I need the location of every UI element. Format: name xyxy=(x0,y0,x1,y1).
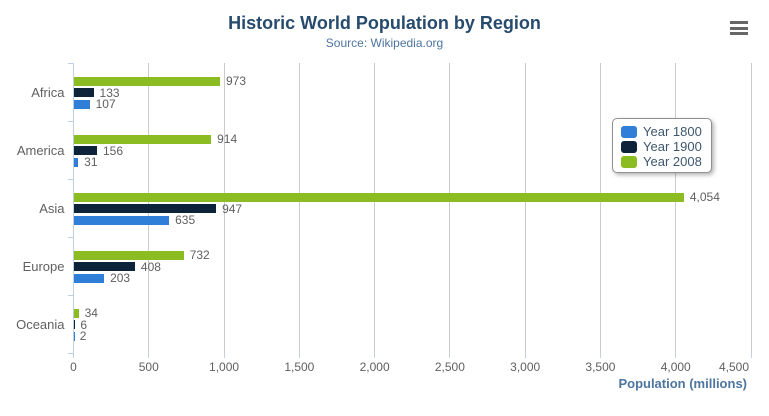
legend-item-label: Year 1900 xyxy=(643,139,702,154)
bar-value-label: 914 xyxy=(217,132,238,146)
category-label: Europe xyxy=(22,259,65,274)
x-tick-label: 0 xyxy=(70,360,77,374)
category-axis-tick xyxy=(67,120,74,122)
legend-item[interactable]: Year 1900 xyxy=(621,139,703,154)
value-axis-tick xyxy=(524,353,526,358)
bar-america-year-1900[interactable] xyxy=(73,146,97,155)
bar-value-label: 107 xyxy=(95,97,116,111)
chart-title: Historic World Population by Region xyxy=(228,13,541,33)
bar-asia-year-1800[interactable] xyxy=(73,215,170,225)
category-label: Oceania xyxy=(16,317,65,332)
value-axis-gridline xyxy=(298,63,300,353)
legend-item[interactable]: Year 1800 xyxy=(621,124,703,139)
value-axis-tick xyxy=(599,353,601,358)
export-menu-button[interactable] xyxy=(730,20,750,36)
value-axis-gridline xyxy=(374,63,376,353)
value-axis-gridline xyxy=(599,63,601,353)
category-label: Africa xyxy=(31,85,65,100)
legend-swatch-icon xyxy=(621,125,637,138)
value-axis-tick xyxy=(750,353,752,358)
bar-value-label: 156 xyxy=(102,143,124,158)
hamburger-menu-icon xyxy=(730,21,748,24)
category-label: America xyxy=(16,143,65,158)
bar-europe-year-1900[interactable] xyxy=(73,262,135,271)
bar-value-label: 6 xyxy=(80,317,88,332)
x-tick-label: 4,500 xyxy=(718,360,750,374)
bar-value-label: 133 xyxy=(99,85,120,100)
value-axis-tick xyxy=(148,353,150,358)
value-axis-tick xyxy=(449,353,451,358)
value-axis-tick xyxy=(298,353,300,358)
x-tick-label: 1,000 xyxy=(209,360,240,374)
legend: Year 1800 Year 1900 Year 2008 xyxy=(612,118,712,173)
bar-america-year-1800[interactable] xyxy=(73,157,79,167)
value-axis-gridline xyxy=(524,63,526,353)
bar-america-year-2008[interactable] xyxy=(73,134,212,144)
bar-value-label: 732 xyxy=(189,248,210,262)
value-axis-gridline xyxy=(223,63,225,353)
value-axis-gridline xyxy=(750,63,752,353)
bar-oceania-year-2008[interactable] xyxy=(73,308,79,318)
legend-swatch-icon xyxy=(621,155,637,168)
x-tick-label: 2,500 xyxy=(434,360,465,374)
x-tick-label: 4,000 xyxy=(660,360,691,374)
bar-europe-year-1800[interactable] xyxy=(73,273,105,283)
value-axis-tick xyxy=(675,353,677,358)
category-axis-tick xyxy=(67,178,74,180)
hamburger-menu-icon xyxy=(730,32,748,35)
bar-value-label: 635 xyxy=(175,213,196,227)
legend-item[interactable]: Year 2008 xyxy=(621,154,703,169)
x-tick-label: 2,000 xyxy=(359,360,390,374)
value-axis-gridline xyxy=(675,63,677,353)
legend-item-label: Year 2008 xyxy=(643,154,702,169)
value-axis-gridline xyxy=(449,63,451,353)
x-tick-label: 500 xyxy=(138,360,159,374)
bar-africa-year-1800[interactable] xyxy=(73,99,90,109)
bar-europe-year-2008[interactable] xyxy=(73,250,184,260)
bar-value-label: 2 xyxy=(79,329,87,343)
bar-value-label: 31 xyxy=(84,155,98,169)
bar-africa-year-2008[interactable] xyxy=(73,76,220,86)
category-axis-tick xyxy=(67,352,74,354)
bar-value-label: 4,054 xyxy=(689,190,720,204)
x-axis-title: Population (millions) xyxy=(618,376,747,391)
bar-oceania-year-1900[interactable] xyxy=(73,320,75,329)
bar-value-label: 947 xyxy=(222,201,243,216)
value-axis-tick xyxy=(73,353,74,358)
x-tick-label: 3,000 xyxy=(510,360,541,374)
legend-swatch-icon xyxy=(621,140,637,153)
legend-item-label: Year 1800 xyxy=(643,124,702,139)
bar-value-label: 408 xyxy=(140,259,161,274)
bar-value-label: 34 xyxy=(84,306,98,320)
bar-value-label: 203 xyxy=(110,271,131,285)
category-label: Asia xyxy=(39,201,65,216)
x-tick-label: 3,500 xyxy=(585,360,616,374)
value-axis-tick xyxy=(223,353,225,358)
chart-subtitle: Source: Wikipedia.org xyxy=(325,36,444,50)
hamburger-menu-icon xyxy=(730,26,748,30)
bar-asia-year-1900[interactable] xyxy=(73,204,217,213)
x-tick-label: 1,500 xyxy=(284,360,315,374)
value-axis-tick xyxy=(374,353,376,358)
category-axis-tick xyxy=(67,62,74,64)
bar-africa-year-1900[interactable] xyxy=(73,88,94,97)
bar-value-label: 973 xyxy=(225,74,247,88)
category-axis-tick xyxy=(67,294,74,296)
category-axis-tick xyxy=(67,236,74,238)
bar-asia-year-2008[interactable] xyxy=(73,192,684,202)
